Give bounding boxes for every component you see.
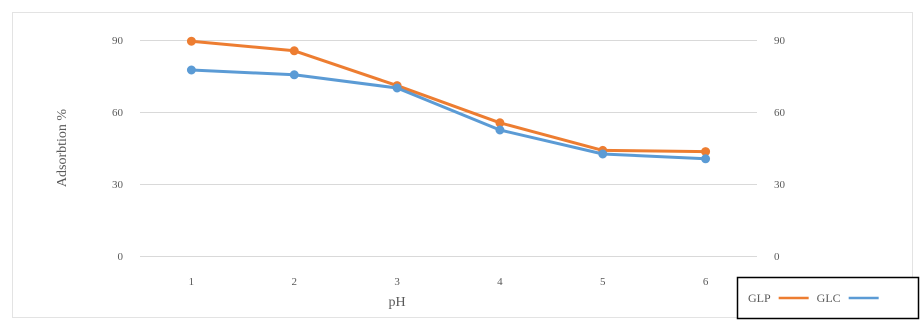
data-point-glp	[289, 46, 299, 56]
x-tick-label: 1	[189, 276, 195, 288]
y-axis-title: Adsorbtion %	[55, 109, 70, 188]
legend-label-glc: GLC	[817, 291, 841, 305]
legend: GLP GLC	[736, 276, 920, 320]
secondary-y-tick-label: 30	[774, 179, 786, 191]
x-tick-label: 2	[292, 276, 298, 288]
series-line-glc	[189, 68, 708, 161]
data-point-glc	[392, 83, 402, 93]
y-tick-label: 0	[118, 251, 124, 263]
gridlines	[140, 40, 757, 257]
legend-box	[736, 276, 920, 320]
legend-items: GLP GLC	[748, 291, 879, 305]
data-point-glc	[186, 65, 196, 75]
data-point-glc	[495, 125, 505, 135]
y-tick-label: 30	[112, 179, 124, 191]
x-tick-label: 6	[703, 276, 709, 288]
series-line-glp	[189, 39, 708, 154]
secondary-y-tick-label: 60	[774, 107, 786, 119]
x-axis-title: pH	[388, 295, 405, 310]
x-tick-label: 3	[394, 276, 400, 288]
secondary-y-tick-label: 90	[774, 35, 786, 47]
y-tick-label: 60	[112, 107, 124, 119]
data-point-glc	[598, 149, 608, 159]
y-tick-label: 90	[112, 35, 124, 47]
data-series	[186, 36, 711, 164]
legend-label-glp: GLP	[748, 291, 771, 305]
secondary-y-axis-tick-labels: 0 30 60 90	[774, 35, 786, 263]
data-point-glp	[186, 36, 196, 46]
x-tick-label: 5	[600, 276, 606, 288]
x-axis-tick-labels: 1 2 3 4 5 6	[189, 276, 709, 288]
secondary-y-tick-label: 0	[774, 251, 780, 263]
series-glc	[186, 65, 711, 164]
data-point-glc	[289, 70, 299, 80]
y-axis-tick-labels: 0 30 60 90	[112, 35, 124, 263]
chart-area-border	[12, 12, 913, 318]
data-point-glc	[701, 154, 711, 164]
x-tick-label: 4	[497, 276, 503, 288]
